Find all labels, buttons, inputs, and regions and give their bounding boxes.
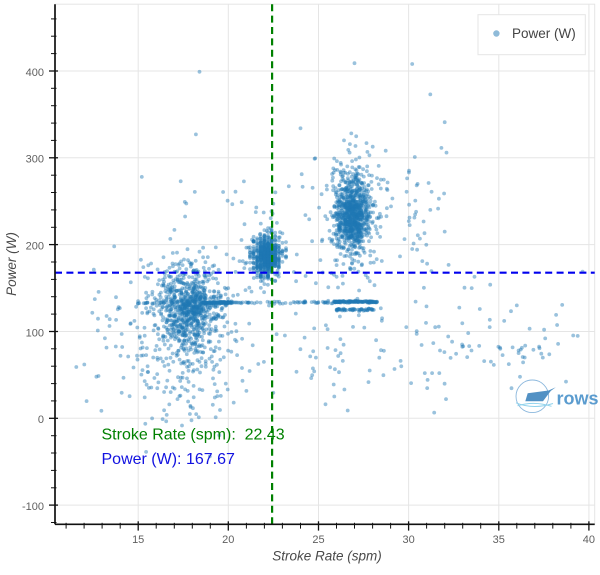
svg-text:25: 25 (312, 534, 324, 546)
svg-text:20: 20 (222, 534, 234, 546)
svg-text:15: 15 (132, 534, 144, 546)
svg-text:0: 0 (38, 414, 44, 426)
svg-text:30: 30 (402, 534, 414, 546)
svg-text:300: 300 (26, 154, 44, 166)
svg-text:35: 35 (493, 534, 505, 546)
svg-text:rows: rows (557, 388, 599, 408)
svg-text:40: 40 (583, 534, 595, 546)
svg-text:Power (W): Power (W) (4, 232, 19, 296)
svg-text:-100: -100 (22, 501, 44, 513)
svg-text:Stroke Rate (spm): 22.43: Stroke Rate (spm): 22.43 (102, 426, 285, 443)
svg-text:200: 200 (26, 240, 44, 252)
svg-text:400: 400 (26, 67, 44, 79)
svg-text:100: 100 (26, 327, 44, 339)
svg-text:Power (W): 167.67: Power (W): 167.67 (102, 451, 235, 468)
svg-text:Power (W): Power (W) (512, 26, 576, 41)
svg-text:Stroke Rate (spm): Stroke Rate (spm) (272, 548, 382, 563)
